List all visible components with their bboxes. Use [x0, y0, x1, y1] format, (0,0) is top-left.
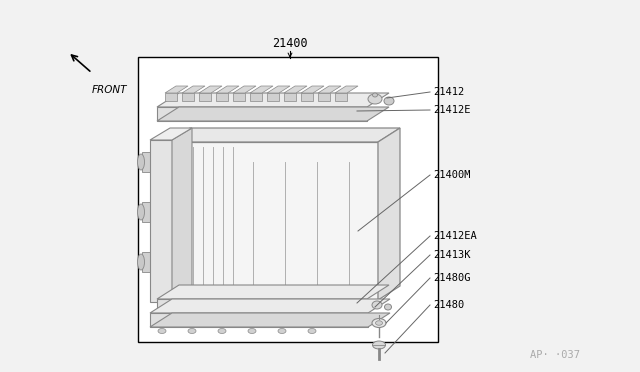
Text: 21412EA: 21412EA — [433, 231, 477, 241]
Text: 21480G: 21480G — [433, 273, 470, 283]
Text: 21412: 21412 — [433, 87, 464, 97]
Polygon shape — [142, 152, 150, 172]
Polygon shape — [142, 252, 150, 272]
Polygon shape — [157, 107, 367, 121]
Polygon shape — [216, 93, 228, 101]
Text: 21400M: 21400M — [433, 170, 470, 180]
Polygon shape — [318, 93, 330, 101]
Polygon shape — [182, 93, 194, 101]
Polygon shape — [150, 299, 390, 313]
Polygon shape — [172, 128, 192, 302]
Ellipse shape — [372, 341, 385, 349]
Ellipse shape — [158, 328, 166, 334]
Polygon shape — [165, 86, 188, 93]
Polygon shape — [378, 128, 400, 300]
Polygon shape — [335, 93, 347, 101]
Polygon shape — [168, 128, 400, 142]
Polygon shape — [301, 93, 313, 101]
Text: 21412E: 21412E — [433, 105, 470, 115]
Polygon shape — [267, 93, 279, 101]
Polygon shape — [199, 93, 211, 101]
Polygon shape — [267, 86, 290, 93]
Ellipse shape — [376, 321, 383, 325]
Polygon shape — [250, 86, 273, 93]
Polygon shape — [150, 128, 192, 140]
Polygon shape — [150, 313, 368, 327]
Ellipse shape — [385, 304, 392, 310]
Text: 21480: 21480 — [433, 300, 464, 310]
Polygon shape — [199, 86, 222, 93]
Polygon shape — [284, 86, 307, 93]
Ellipse shape — [218, 328, 226, 334]
Ellipse shape — [138, 204, 145, 220]
Polygon shape — [142, 202, 150, 222]
Ellipse shape — [308, 328, 316, 334]
Ellipse shape — [372, 93, 378, 97]
Ellipse shape — [372, 301, 382, 309]
Ellipse shape — [138, 254, 145, 270]
Ellipse shape — [368, 94, 382, 104]
Polygon shape — [284, 93, 296, 101]
Polygon shape — [150, 313, 390, 327]
Polygon shape — [157, 93, 389, 107]
Polygon shape — [250, 93, 262, 101]
Polygon shape — [165, 93, 177, 101]
Text: 21400: 21400 — [272, 37, 308, 50]
Text: 21413K: 21413K — [433, 250, 470, 260]
Ellipse shape — [372, 318, 386, 327]
Polygon shape — [168, 142, 378, 300]
Ellipse shape — [248, 328, 256, 334]
Polygon shape — [233, 86, 256, 93]
Polygon shape — [335, 86, 358, 93]
Polygon shape — [301, 86, 324, 93]
Ellipse shape — [138, 154, 145, 170]
Polygon shape — [157, 107, 389, 121]
Polygon shape — [150, 140, 172, 302]
Polygon shape — [318, 86, 341, 93]
Polygon shape — [157, 285, 389, 299]
Bar — [138, 57, 438, 342]
Polygon shape — [182, 86, 205, 93]
Polygon shape — [157, 299, 367, 309]
Polygon shape — [216, 86, 239, 93]
Ellipse shape — [278, 328, 286, 334]
Polygon shape — [233, 93, 245, 101]
Ellipse shape — [188, 328, 196, 334]
Text: AP· ·037: AP· ·037 — [530, 350, 580, 360]
Ellipse shape — [384, 97, 394, 105]
Text: FRONT: FRONT — [92, 85, 127, 95]
